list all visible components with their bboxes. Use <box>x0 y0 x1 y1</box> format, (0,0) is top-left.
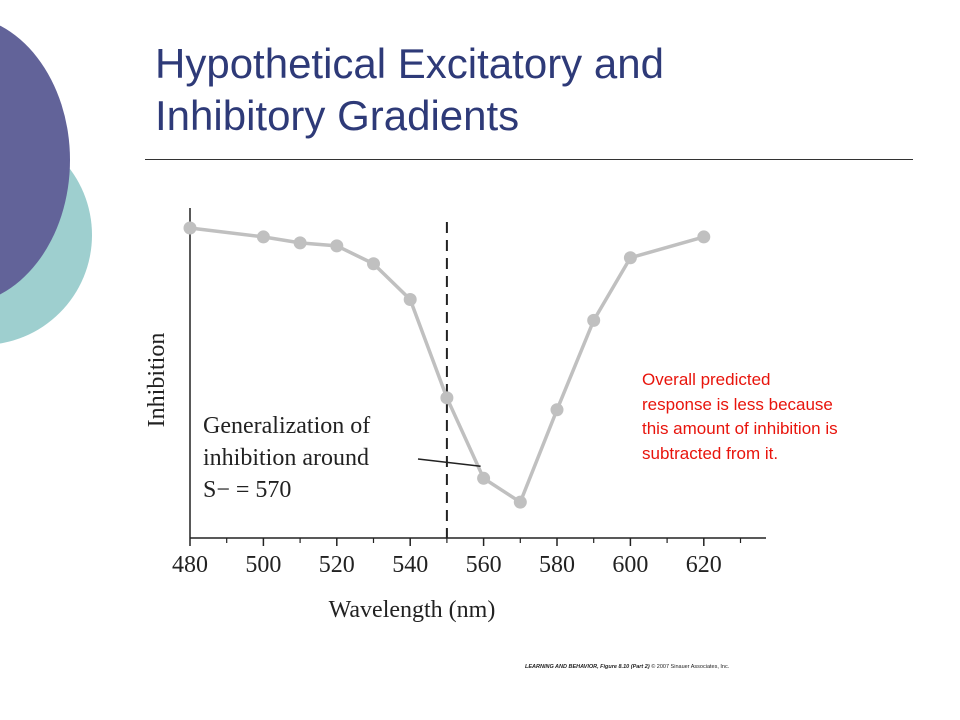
x-tick-label: 520 <box>319 552 355 578</box>
data-point <box>587 313 601 327</box>
x-tick-label: 540 <box>392 552 428 578</box>
generalization-label-group: Generalization of inhibition around S− =… <box>203 413 481 503</box>
y-axis-label: Inhibition <box>144 333 170 428</box>
x-axis-label: Wavelength (nm) <box>329 597 496 623</box>
data-point <box>330 239 344 253</box>
x-tick-label: 480 <box>172 552 208 578</box>
slide-title-line-1: Hypothetical Excitatory and <box>155 40 664 87</box>
data-point <box>256 230 270 244</box>
data-point <box>403 293 417 306</box>
data-point <box>367 257 380 271</box>
data-point <box>440 391 454 405</box>
slide-decoration <box>0 25 92 344</box>
x-axis-ticks: 480 500 520 540 560 580 600 620 <box>172 538 742 578</box>
x-tick-label: 620 <box>686 552 722 578</box>
data-point <box>697 230 711 244</box>
annotation-line-3: this amount of inhibition is <box>642 419 838 438</box>
annotation-line-4: subtracted from it. <box>642 443 779 463</box>
data-point <box>183 221 197 235</box>
inhibition-gradient-chart: 480 500 520 540 560 580 600 620 Generalization … <box>144 208 766 623</box>
label-leader-line <box>417 458 481 468</box>
x-tick-label: 500 <box>245 552 281 578</box>
data-point <box>513 495 527 509</box>
x-tick-label: 580 <box>539 552 575 578</box>
annotation-line-2: response is less because <box>642 394 833 414</box>
purple-ellipse-decoration <box>0 25 70 295</box>
chart-axes <box>189 208 766 539</box>
slide-title-line-2: Inhibitory Gradients <box>155 92 520 139</box>
data-point <box>477 471 491 485</box>
series-group <box>183 221 711 509</box>
annotation-line-1: Overall predicted <box>642 370 771 389</box>
annotation-text: Overall predicted response is less becau… <box>642 368 932 466</box>
generalization-label-line-2: inhibition around <box>203 445 369 471</box>
title-divider <box>145 159 913 160</box>
data-point <box>623 251 637 265</box>
data-point <box>550 403 564 417</box>
figure-credit-source: LEARNING AND BEHAVIOR, Figure 8.10 (Part… <box>525 664 650 670</box>
slide-title: Hypothetical Excitatory and Inhibitory G… <box>155 38 915 142</box>
data-point <box>293 236 307 250</box>
figure-credit: LEARNING AND BEHAVIOR, Figure 8.10 (Part… <box>525 664 729 670</box>
x-tick-label: 600 <box>612 552 648 578</box>
figure-credit-copyright: © 2007 Sinauer Associates, Inc. <box>649 664 730 670</box>
generalization-label-line-1: Generalization of <box>203 413 370 439</box>
generalization-label-line-3: S− = 570 <box>203 477 291 503</box>
x-tick-label: 560 <box>466 552 502 578</box>
